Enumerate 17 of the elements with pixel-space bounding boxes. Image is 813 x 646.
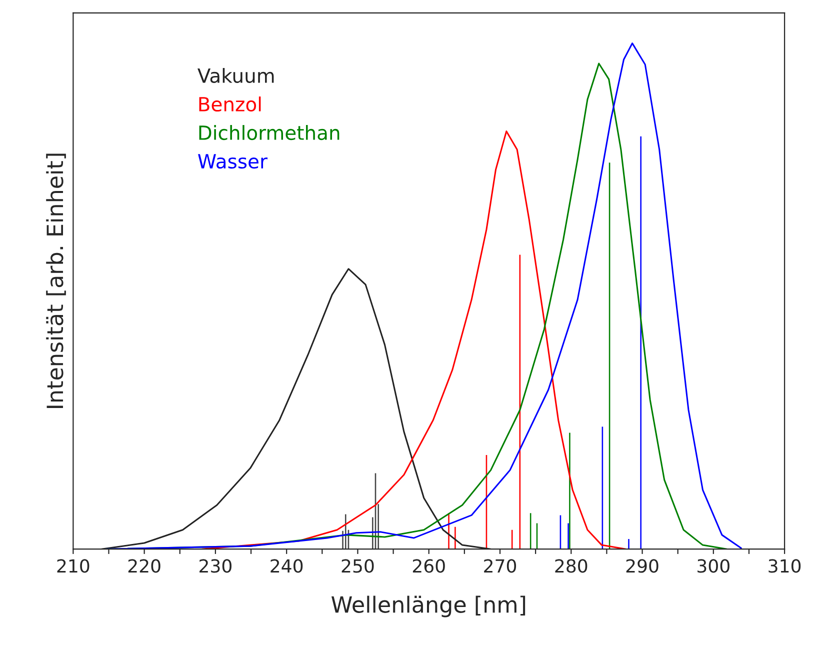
x-tick-label: 290 [626,559,658,573]
x-axis-title: Wellenlänge [nm] [331,596,526,618]
x-tick-label: 280 [555,559,588,573]
y-axis-title: Intensität [arb. Einheit] [46,154,66,408]
text: Dichlormethan [199,125,340,140]
x-tick-label: 310 [768,559,801,573]
x-tick-label: 270 [484,559,516,573]
text: Vakuum [198,68,274,84]
x-tick-label: 240 [270,559,303,573]
text: Wasser [198,154,268,169]
x-tick-label: 210 [57,559,90,573]
text: Benzol [199,96,261,112]
x-tick-label: 260 [412,559,445,573]
x-tick-label: 230 [200,559,232,573]
x-tick-label: 220 [128,559,160,573]
x-tick-label: 300 [698,559,730,573]
x-tick-label: 250 [342,559,374,573]
